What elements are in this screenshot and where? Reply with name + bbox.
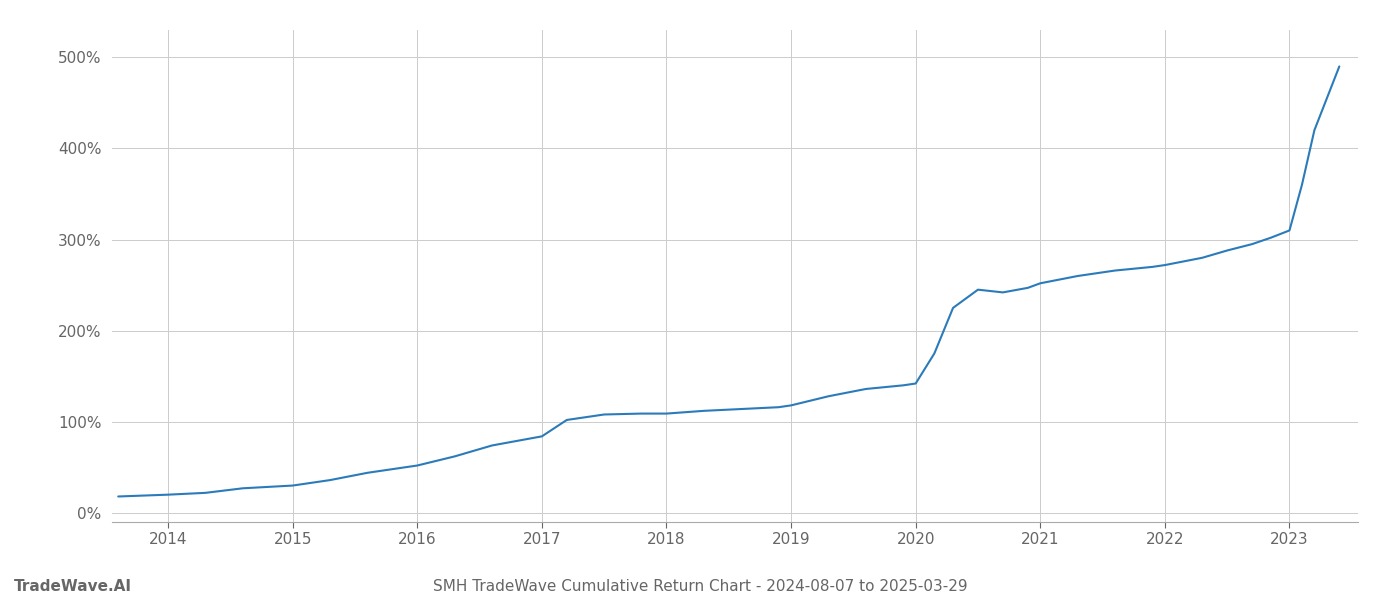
Text: SMH TradeWave Cumulative Return Chart - 2024-08-07 to 2025-03-29: SMH TradeWave Cumulative Return Chart - …	[433, 579, 967, 594]
Text: TradeWave.AI: TradeWave.AI	[14, 579, 132, 594]
